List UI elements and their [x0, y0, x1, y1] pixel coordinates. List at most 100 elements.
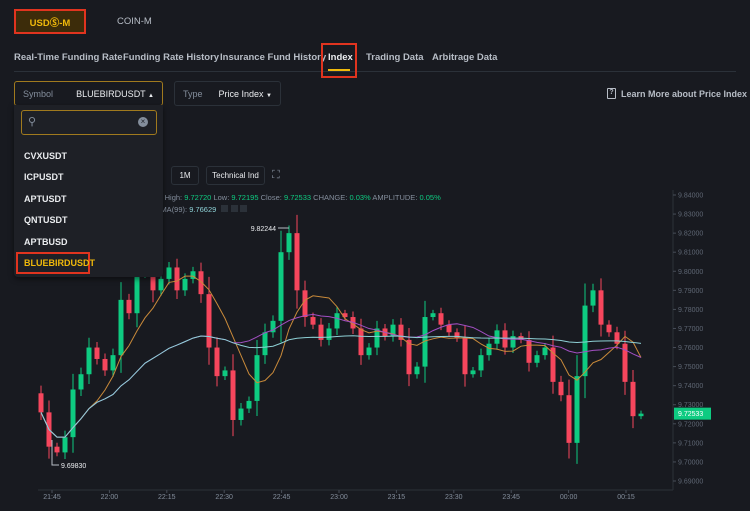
help-icon: ? [607, 88, 616, 99]
candle-body [462, 338, 468, 375]
candle-body [134, 271, 140, 314]
dropdown-item[interactable]: CVXUSDT [24, 151, 68, 161]
highlight-box [321, 43, 357, 78]
candle-body [422, 317, 428, 367]
candle-body [398, 324, 404, 340]
candle-body [270, 320, 276, 333]
candle-body [62, 437, 68, 453]
dropdown-item[interactable]: ICPUSDT [24, 172, 64, 182]
y-tick-label: 9.79000 [678, 288, 703, 295]
tab-realtime-funding-rate[interactable]: Real-Time Funding Rate [14, 52, 123, 63]
candle-body [238, 408, 244, 420]
candle-body [550, 347, 556, 382]
y-tick-label: 9.75000 [678, 364, 703, 371]
candle-body [430, 313, 436, 318]
candle-body [566, 395, 572, 443]
candle-body [486, 343, 492, 356]
candle-body [630, 381, 636, 417]
y-tick-label: 9.71000 [678, 440, 703, 447]
x-tick-label: 22:45 [273, 494, 291, 501]
x-tick-label: 22:15 [158, 494, 176, 501]
candle-body [254, 355, 260, 401]
candle-body [558, 381, 564, 396]
fullscreen-icon[interactable]: ⛶ [272, 169, 280, 181]
min-price-label: 9.69830 [61, 463, 86, 470]
tab-usdm[interactable]: USDⓈ-M [14, 9, 86, 34]
y-tick-label: 9.77000 [678, 326, 703, 333]
candle-body [510, 336, 516, 348]
min-marker [51, 440, 59, 466]
x-tick-label: 22:00 [101, 494, 119, 501]
x-tick-label: 22:30 [215, 494, 233, 501]
y-tick-label: 9.83000 [678, 212, 703, 219]
x-tick-label: 23:00 [330, 494, 348, 501]
candle-body [110, 355, 116, 371]
candle-body [574, 376, 580, 443]
candle-body [190, 271, 196, 279]
dropdown-item[interactable]: APTBUSD [24, 237, 68, 247]
candle-body [278, 252, 284, 321]
max-price-label: 9.82244 [251, 226, 276, 233]
type-label: Type [183, 88, 203, 99]
candle-body [302, 290, 308, 318]
candle-body [534, 355, 540, 363]
tab-coinm[interactable]: COIN-M [117, 16, 152, 27]
candle-body [390, 324, 396, 337]
y-tick-label: 9.78000 [678, 307, 703, 314]
candle-body [246, 400, 252, 409]
learn-more-link[interactable]: ? Learn More about Price Index [607, 88, 747, 99]
symbol-search-input[interactable]: ⚲ × [21, 110, 157, 135]
candle-body [94, 347, 100, 359]
candle-body [582, 305, 588, 377]
candle-body [494, 330, 500, 344]
candle-body [118, 299, 124, 356]
technical-indicators-button[interactable]: Technical Ind [206, 166, 265, 185]
candle-body [182, 278, 188, 291]
x-tick-label: 21:45 [43, 494, 61, 501]
tab-trading-data[interactable]: Trading Data [366, 52, 424, 63]
symbol-value: BLUEBIRDUSDT ▲ [76, 88, 154, 99]
y-tick-label: 9.73000 [678, 402, 703, 409]
candle-body [310, 317, 316, 325]
ma7-line [40, 275, 642, 438]
clear-icon[interactable]: × [138, 117, 148, 127]
close-icon[interactable] [239, 205, 247, 212]
candle-body [166, 267, 172, 279]
candle-body [414, 366, 420, 375]
candle-body [262, 332, 268, 356]
candle-body [294, 233, 300, 291]
last-price-tag [674, 407, 711, 420]
candle-body [78, 374, 84, 390]
type-select[interactable]: Type Price Index ▼ [174, 81, 281, 106]
y-tick-label: 9.70000 [678, 459, 703, 466]
candle-body [174, 267, 180, 291]
x-tick-label: 23:45 [502, 494, 520, 501]
settings-icon[interactable] [230, 205, 238, 212]
x-tick-label: 23:30 [445, 494, 463, 501]
x-tick-label: 23:15 [388, 494, 406, 501]
caret-down-icon: ▼ [266, 92, 272, 99]
dropdown-item[interactable]: QNTUSDT [24, 215, 68, 225]
y-tick-label: 9.72000 [678, 421, 703, 428]
dropdown-item[interactable]: APTUSDT [24, 194, 67, 204]
tab-index[interactable]: Index [328, 52, 353, 63]
tabs-divider [14, 71, 736, 72]
candle-body [230, 370, 236, 420]
tab-arbitrage-data[interactable]: Arbitrage Data [432, 52, 498, 63]
interval-1m-button[interactable]: 1M [171, 166, 199, 185]
tab-insurance-fund-history[interactable]: Insurance Fund History [220, 52, 327, 63]
candle-body [342, 313, 348, 318]
candle-body [446, 324, 452, 333]
candle-body [206, 294, 212, 348]
last-price-label: 9.72533 [678, 411, 703, 418]
tab-funding-rate-history[interactable]: Funding Rate History [123, 52, 220, 63]
dropdown-item-selected[interactable]: BLUEBIRDUSDT [16, 252, 95, 274]
candle-body [286, 233, 292, 253]
eye-toggle-icon[interactable] [221, 205, 229, 212]
search-icon: ⚲ [28, 116, 37, 128]
candle-body [478, 355, 484, 371]
candle-body [222, 370, 228, 377]
candle-body [334, 313, 340, 329]
candle-body [542, 347, 548, 356]
